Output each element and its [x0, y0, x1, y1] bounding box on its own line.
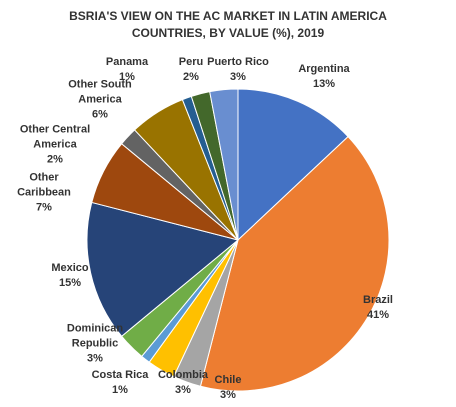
category-label: Other Caribbean [17, 171, 71, 199]
slice-label: Panama 1% [87, 55, 167, 85]
category-label: Other Central America [19, 123, 91, 151]
category-label: Colombia [157, 369, 209, 381]
value-label: 3% [175, 384, 191, 396]
pie-slice [86, 201, 240, 337]
value-label: 3% [230, 71, 246, 83]
category-label: Argentina [298, 63, 350, 75]
slice-label: Dominican Republic 3% [55, 322, 135, 367]
slice-label: Chile 3% [188, 373, 268, 403]
value-label: 3% [220, 389, 236, 401]
value-label: 7% [36, 201, 52, 214]
slice-label: Brazil 41% [338, 293, 418, 323]
value-label: 1% [119, 71, 135, 83]
slice-label: Costa Rica 1% [80, 368, 160, 398]
slice-label: Other Central America 2% [15, 123, 95, 168]
pie-slice [199, 135, 390, 392]
category-label: Peru [178, 56, 204, 68]
category-label: Puerto Rico [207, 56, 269, 68]
category-label: Panama [105, 56, 149, 68]
value-label: 6% [92, 108, 108, 121]
category-label: Costa Rica [91, 369, 149, 381]
value-label: 2% [183, 71, 199, 83]
slice-label: Argentina 13% [284, 62, 364, 92]
value-label: 3% [87, 352, 103, 365]
slice-label: Other Caribbean 7% [4, 171, 84, 216]
value-label: 2% [47, 153, 63, 166]
slice-label: Peru 2% [151, 55, 231, 85]
category-label: Dominican Republic [66, 322, 124, 350]
pie-slice [209, 88, 239, 241]
slice-label: Puerto Rico 3% [198, 55, 278, 85]
category-label: Brazil [363, 294, 393, 306]
slice-label: Mexico 15% [30, 261, 110, 291]
value-label: 13% [312, 78, 336, 90]
value-label: 41% [366, 309, 390, 321]
category-label: Chile [214, 374, 242, 386]
chart-title: BSRIA'S VIEW ON THE AC MARKET IN LATIN A… [69, 9, 387, 40]
category-label: Other South America [68, 78, 132, 106]
slice-label: Other South America 6% [60, 78, 140, 123]
pie-slice [237, 88, 349, 242]
slice-label: Colombia 3% [143, 368, 223, 398]
value-label: 15% [58, 277, 82, 289]
category-label: Mexico [51, 262, 89, 274]
value-label: 1% [112, 384, 128, 396]
